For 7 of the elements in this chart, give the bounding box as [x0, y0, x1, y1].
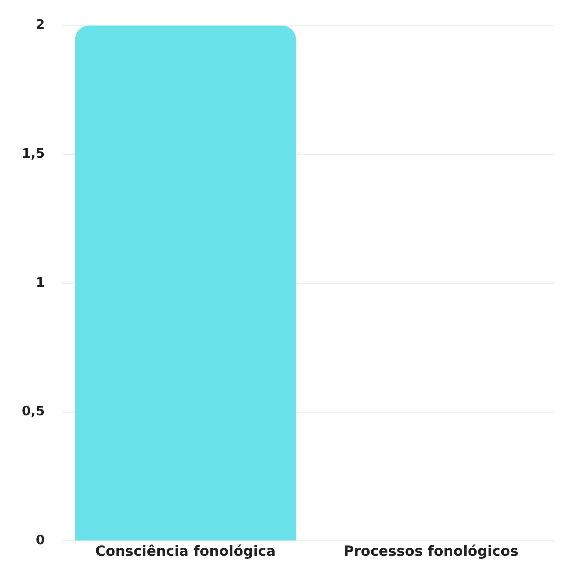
- y-tick-label: 0: [36, 534, 46, 549]
- y-tick-label: 1,5: [22, 147, 46, 162]
- x-tick-label: Consciência fonológica: [96, 544, 276, 560]
- y-tick-label: 0,5: [22, 404, 46, 420]
- x-tick-label: Processos fonológicos: [344, 544, 519, 560]
- y-tick-label: 1: [36, 276, 46, 291]
- y-tick-label: 2: [36, 18, 46, 34]
